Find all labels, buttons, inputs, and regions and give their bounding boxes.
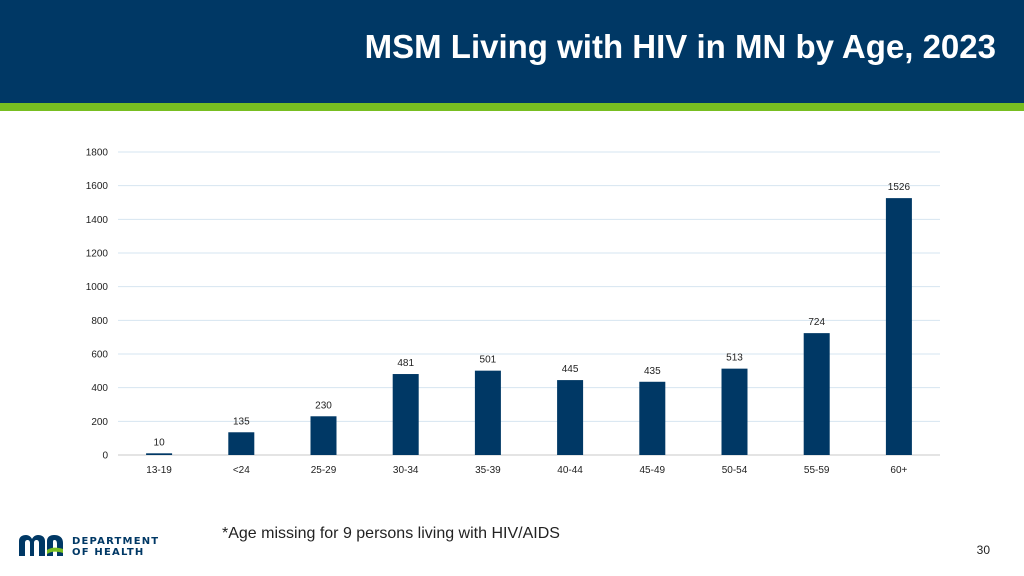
bar-40-44 bbox=[557, 380, 584, 455]
y-tick-label: 1000 bbox=[86, 282, 109, 293]
logo-line-1: DEPARTMENT bbox=[72, 536, 160, 547]
minnesota-state-mn-logo-icon bbox=[19, 535, 63, 556]
logo-line-2: OF HEALTH bbox=[72, 547, 145, 558]
x-tick-label-<24: <24 bbox=[233, 465, 250, 476]
bar-55-59 bbox=[803, 333, 830, 455]
x-tick-label-35-39: 35-39 bbox=[475, 465, 501, 476]
data-label-25-29: 230 bbox=[315, 400, 332, 411]
chart-data-labels: 10 135 230 481 501 445 435 513 724 1526 bbox=[154, 182, 911, 448]
data-label-40-44: 445 bbox=[562, 364, 579, 375]
bar-45-49 bbox=[639, 381, 666, 455]
x-tick-label-60+: 60+ bbox=[890, 465, 907, 476]
y-tick-label: 200 bbox=[91, 417, 108, 428]
data-label-13-19: 10 bbox=[154, 437, 166, 448]
data-label-35-39: 501 bbox=[480, 355, 497, 366]
y-axis-ticks: 0 200 400 600 800 1000 1200 1400 1600 1800 bbox=[86, 148, 109, 462]
y-tick-label: 0 bbox=[102, 451, 108, 462]
y-tick-label: 800 bbox=[91, 316, 108, 327]
x-tick-label-25-29: 25-29 bbox=[311, 465, 337, 476]
x-tick-label-13-19: 13-19 bbox=[146, 465, 172, 476]
chart-gridlines bbox=[118, 151, 940, 456]
bar-60+ bbox=[885, 198, 912, 455]
x-axis-ticks: 13-19 <24 25-29 30-34 35-39 40-44 45-49 50-54 55… bbox=[146, 465, 907, 476]
data-label-<24: 135 bbox=[233, 416, 250, 427]
slide-header bbox=[0, 0, 1024, 103]
data-label-30-34: 481 bbox=[397, 358, 414, 369]
x-tick-label-45-49: 45-49 bbox=[640, 465, 666, 476]
department-of-health-logo: DEPARTMENT OF HEALTH bbox=[18, 534, 168, 560]
y-tick-label: 1600 bbox=[86, 181, 109, 192]
y-tick-label: 1400 bbox=[86, 215, 109, 226]
x-tick-label-40-44: 40-44 bbox=[557, 465, 583, 476]
bar-30-34 bbox=[392, 374, 419, 455]
header-accent-stripe bbox=[0, 103, 1024, 111]
y-tick-label: 1800 bbox=[86, 148, 109, 159]
page-number: 30 bbox=[976, 543, 990, 557]
y-tick-label: 400 bbox=[91, 383, 108, 394]
bar-13-19 bbox=[146, 453, 173, 455]
logo-text: DEPARTMENT OF HEALTH bbox=[72, 536, 159, 558]
x-tick-label-50-54: 50-54 bbox=[722, 465, 748, 476]
data-label-45-49: 435 bbox=[644, 366, 661, 377]
data-label-60+: 1526 bbox=[888, 182, 911, 193]
y-tick-label: 1200 bbox=[86, 249, 109, 260]
data-label-55-59: 724 bbox=[808, 317, 825, 328]
bar-35-39 bbox=[474, 370, 501, 455]
y-tick-label: 600 bbox=[91, 350, 108, 361]
bar-25-29 bbox=[310, 416, 337, 455]
data-label-50-54: 513 bbox=[726, 353, 743, 364]
chart-bars bbox=[146, 198, 912, 455]
slide-title: MSM Living with HIV in MN by Age, 2023 bbox=[364, 28, 996, 65]
bar-chart: 0 200 400 600 800 1000 1200 1400 1600 1800 10 135 2… bbox=[86, 148, 940, 476]
x-tick-label-55-59: 55-59 bbox=[804, 465, 830, 476]
footnote: *Age missing for 9 persons living with H… bbox=[222, 525, 560, 542]
bar-<24 bbox=[228, 432, 255, 455]
x-tick-label-30-34: 30-34 bbox=[393, 465, 419, 476]
bar-50-54 bbox=[721, 368, 748, 455]
